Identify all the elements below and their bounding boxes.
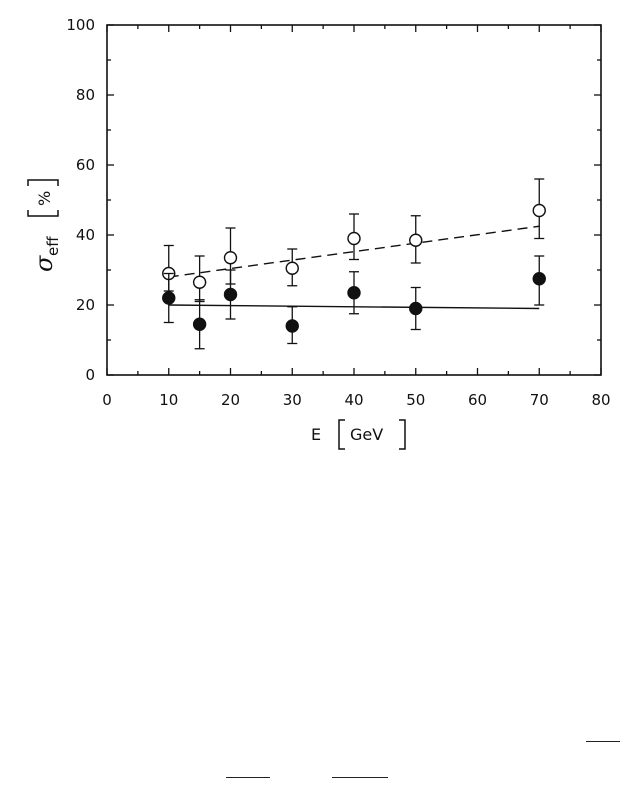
stray-rule-mark — [332, 777, 388, 778]
x-tick-label: 70 — [530, 391, 549, 409]
filled-circle-marker — [347, 286, 361, 300]
axis-labels: E GeV σ eff % — [27, 179, 406, 450]
x-tick-label: 10 — [159, 391, 178, 409]
y-tick-label: 40 — [76, 226, 95, 244]
y-tick-label: 20 — [76, 296, 95, 314]
x-tick-label: 0 — [102, 391, 112, 409]
y-axis-label-symbol: σ — [30, 255, 58, 272]
filled-circle-point — [409, 286, 423, 331]
x-tick-label: 60 — [468, 391, 487, 409]
filled-circle-point — [223, 269, 238, 320]
filled-circle-point — [532, 255, 546, 306]
x-axis-label-unit: GeV — [350, 425, 383, 444]
filled-circle-point — [285, 306, 299, 345]
x-tick-label: 80 — [591, 391, 610, 409]
stray-rule-mark — [586, 741, 620, 742]
y-axis-label-unit: % — [35, 191, 54, 206]
filled-circle-marker — [223, 287, 238, 302]
open-circle-marker — [285, 261, 299, 275]
x-label-bracket-right — [399, 419, 406, 450]
open-circle-point — [285, 248, 299, 287]
open-circle-point — [532, 178, 546, 240]
y-tick-label: 0 — [85, 366, 95, 384]
y-axis-label: σ eff % — [27, 179, 62, 272]
filled-circle-marker — [285, 319, 299, 333]
stray-rule-mark — [226, 777, 270, 778]
open-circle-marker — [409, 233, 423, 247]
y-label-bracket-left — [27, 210, 59, 217]
open-circle-marker — [223, 251, 238, 265]
plot-frame — [106, 24, 602, 376]
open-circle-marker — [192, 275, 207, 289]
data-points — [162, 178, 546, 350]
open-circle-marker — [347, 231, 361, 246]
dashed-fit-line — [168, 225, 540, 278]
y-tick-label: 100 — [66, 16, 95, 34]
y-axis-label-subscript: eff — [44, 236, 62, 256]
filled-circle-point — [192, 299, 207, 350]
filled-circle-marker — [192, 317, 207, 331]
x-tick-label: 40 — [344, 391, 363, 409]
open-circle-marker — [532, 203, 546, 218]
y-tick-label: 60 — [76, 156, 95, 174]
plot-axes: 0 10 20 30 40 50 60 70 80 0 20 40 60 80 100 — [66, 16, 610, 409]
y-label-bracket-right — [27, 179, 59, 186]
x-label-bracket-left — [338, 419, 345, 450]
filled-circle-marker — [409, 301, 423, 316]
open-circle-point — [192, 255, 207, 303]
open-circle-point — [347, 213, 361, 261]
x-tick-label: 30 — [283, 391, 302, 409]
filled-circle-marker — [162, 291, 176, 305]
x-tick-label: 20 — [221, 391, 240, 409]
x-tick-label: 50 — [406, 391, 425, 409]
filled-circle-point — [347, 271, 361, 315]
open-circle-point — [409, 215, 423, 264]
filled-circle-marker — [532, 272, 546, 286]
x-axis-label-symbol: E — [311, 425, 321, 444]
y-tick-label: 80 — [76, 86, 95, 104]
filled-circle-point — [162, 272, 176, 324]
